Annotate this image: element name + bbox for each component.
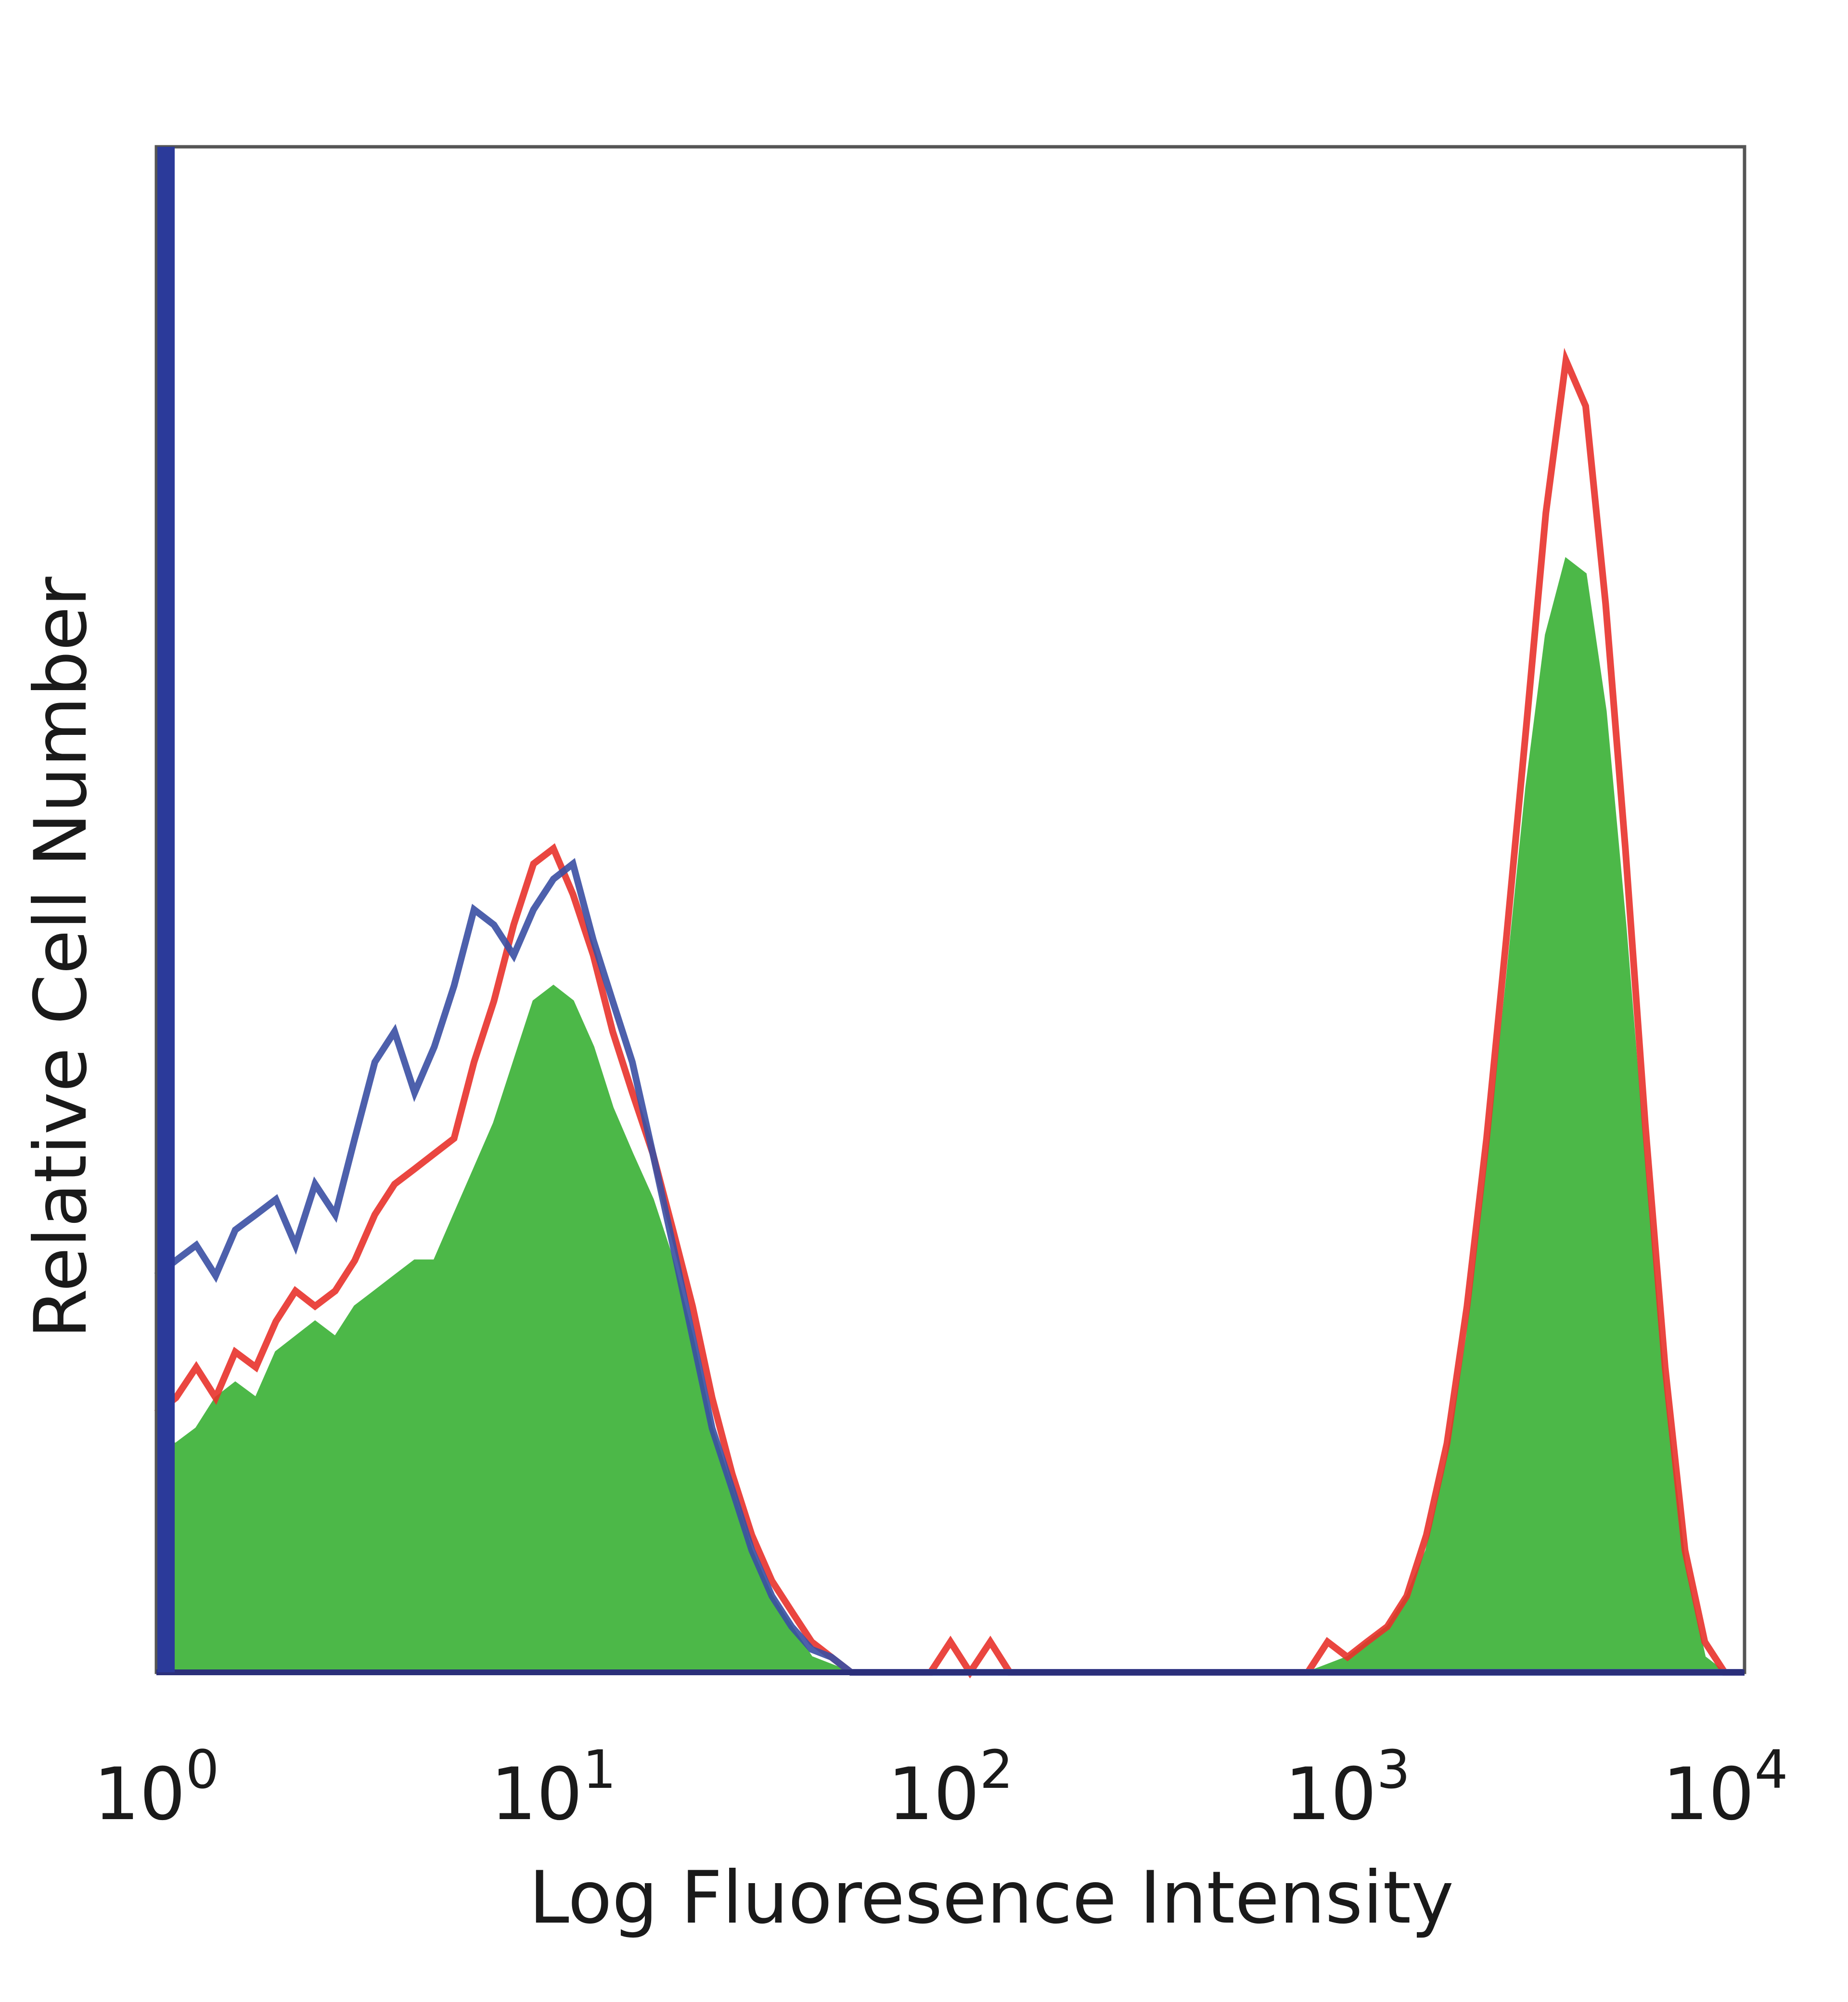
x-tick-label-10-1: 101 [491, 1739, 616, 1836]
x-tick-label-10-3: 103 [1285, 1739, 1411, 1836]
tick-exponent: 0 [185, 1739, 219, 1800]
y-axis-label: Relative Cell Number [19, 577, 103, 1339]
series-0-histogram [155, 557, 1745, 1673]
tick-exponent: 1 [582, 1739, 616, 1800]
tick-base: 10 [1285, 1753, 1377, 1836]
x-tick-label-10-0: 100 [94, 1739, 219, 1836]
tick-base: 10 [94, 1753, 186, 1836]
tick-base: 10 [491, 1753, 583, 1836]
tick-exponent: 3 [1376, 1739, 1410, 1800]
tick-exponent: 4 [1754, 1739, 1788, 1800]
x-tick-labels: 100 101 102 103 104 [94, 1739, 1788, 1836]
series-1-histogram [154, 347, 1745, 1679]
x-tick-label-10-2: 102 [888, 1739, 1014, 1836]
x-tick-label-10-4: 104 [1663, 1739, 1788, 1836]
tick-exponent: 2 [979, 1739, 1013, 1800]
series-layer [154, 347, 1745, 1679]
tick-base: 10 [1663, 1753, 1755, 1836]
tick-base: 10 [888, 1753, 980, 1836]
x-axis-label: Log Fluoresence Intensity [529, 1856, 1454, 1940]
